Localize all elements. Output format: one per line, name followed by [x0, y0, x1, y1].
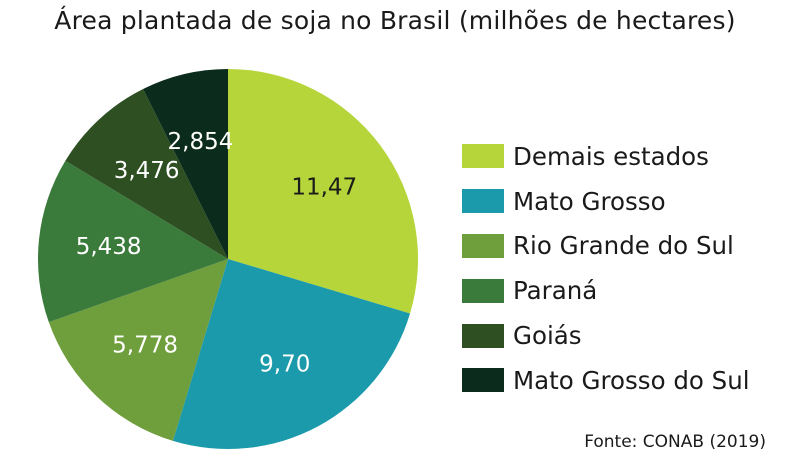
- pie-slice-mato-grosso: [172, 259, 411, 449]
- source-note: Fonte: CONAB (2019): [584, 432, 766, 452]
- legend: Demais estados Mato Grosso Rio Grande do S…: [462, 134, 750, 403]
- pie-slice-mato-grosso-do-sul: [143, 69, 228, 259]
- data-label-goias: 3,476: [114, 158, 180, 184]
- legend-item-goias: Goiás: [462, 313, 750, 358]
- legend-swatch: [462, 323, 504, 348]
- pie-slices: [38, 69, 419, 449]
- legend-swatch: [462, 368, 504, 393]
- data-label-parana: 5,438: [76, 234, 142, 260]
- data-label-demais-estados: 11,47: [291, 174, 357, 200]
- pie-data-labels: 11,47 9,70 5,778 5,438 3,476 2,854: [76, 129, 357, 378]
- legend-item-demais-estados: Demais estados: [462, 134, 750, 179]
- pie-slice-rio-grande-do-sul: [48, 259, 228, 441]
- legend-label: Paraná: [513, 276, 598, 306]
- legend-item-parana: Paraná: [462, 268, 750, 313]
- data-label-rio-grande-do-sul: 5,778: [112, 333, 178, 359]
- legend-label: Goiás: [513, 321, 582, 351]
- data-label-mato-grosso: 9,70: [259, 352, 310, 378]
- legend-label: Rio Grande do Sul: [513, 231, 734, 261]
- legend-swatch: [462, 189, 504, 214]
- data-label-mato-grosso-do-sul: 2,854: [168, 129, 234, 155]
- legend-label: Mato Grosso do Sul: [513, 365, 750, 395]
- legend-item-mato-grosso: Mato Grosso: [462, 179, 750, 224]
- legend-item-mato-grosso-do-sul: Mato Grosso do Sul: [462, 358, 750, 403]
- legend-label: Mato Grosso: [513, 186, 666, 216]
- pie-slice-demais-estados: [228, 69, 419, 314]
- pie-slice-parana: [38, 160, 228, 323]
- legend-item-rio-grande-do-sul: Rio Grande do Sul: [462, 224, 750, 269]
- chart-title: Área plantada de soja no Brasil (milhões…: [54, 6, 736, 35]
- legend-swatch: [462, 278, 504, 303]
- legend-swatch: [462, 233, 504, 258]
- legend-label: Demais estados: [513, 141, 709, 171]
- legend-swatch: [462, 144, 504, 169]
- pie-slice-goias: [65, 89, 228, 259]
